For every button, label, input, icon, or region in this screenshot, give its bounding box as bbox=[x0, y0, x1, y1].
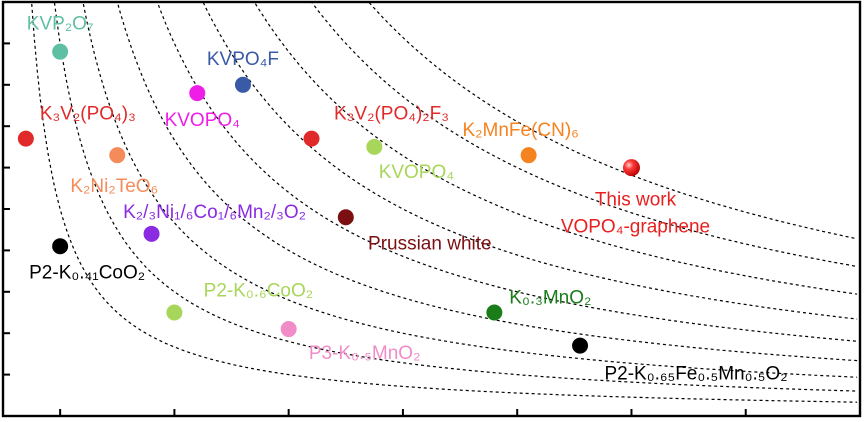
data-point bbox=[189, 85, 206, 102]
data-point bbox=[572, 337, 589, 354]
energy-contour-7 bbox=[253, 2, 858, 295]
point-label: Prussian white bbox=[368, 233, 492, 254]
point-label: This work bbox=[595, 190, 677, 211]
point-label: P3-K₀.₅MnO₂ bbox=[309, 343, 421, 364]
data-point bbox=[52, 238, 69, 255]
energy-contour-8 bbox=[310, 2, 858, 268]
energy-density-curves bbox=[30, 2, 858, 403]
data-point bbox=[303, 130, 320, 147]
point-label: K₂MnFe(CN)₆ bbox=[462, 120, 578, 141]
data-point bbox=[337, 209, 354, 226]
data-point bbox=[280, 321, 297, 338]
point-label: P2-K₀.₄₁CoO₂ bbox=[29, 262, 145, 283]
point-label: KVOPO₄ bbox=[165, 110, 241, 131]
point-label: K₂Ni₂TeO₆ bbox=[70, 176, 158, 197]
point-label: KVPO₄F bbox=[207, 49, 279, 70]
point-label: K₂/₃Ni₁/₆Co₁/₆Mn₂/₃O₂ bbox=[123, 202, 306, 223]
data-point bbox=[166, 304, 183, 321]
point-label: K₃V₂(PO₄)₃ bbox=[40, 104, 136, 125]
data-point bbox=[52, 43, 69, 60]
point-label: P2-K₀.₆CoO₂ bbox=[204, 281, 314, 302]
energy-contour-2 bbox=[53, 2, 858, 392]
data-point bbox=[486, 304, 503, 321]
data-point bbox=[109, 147, 126, 164]
energy-contour-6 bbox=[202, 2, 858, 320]
data-point bbox=[17, 130, 34, 147]
point-label: K₀.₃MnO₂ bbox=[509, 288, 591, 309]
data-point bbox=[366, 138, 383, 155]
energy-contour-1 bbox=[30, 2, 858, 403]
data-points: KVP₂O₇ KVPO₄F KVOPO₄ K₃V₂(PO₄)₃ K₃V₂(PO₄)₂F₃… bbox=[17, 14, 788, 385]
energy-contour-9 bbox=[367, 2, 858, 240]
data-point bbox=[520, 147, 537, 164]
point-label: VOPO₄-graphene bbox=[561, 217, 710, 238]
point-label: K₃V₂(PO₄)₂F₃ bbox=[334, 104, 449, 125]
point-label: KVP₂O₇ bbox=[27, 14, 94, 35]
energy-contour-4 bbox=[116, 2, 858, 362]
energy-contour-5 bbox=[156, 2, 858, 342]
energy-contour-3 bbox=[82, 2, 858, 378]
data-point bbox=[622, 159, 640, 177]
point-label: KVOPO₄ bbox=[379, 162, 455, 183]
point-label: P2-K₀.₆₅Fe₀.₅Mn₀.₅O₂ bbox=[604, 364, 787, 385]
data-point bbox=[143, 225, 160, 242]
data-point bbox=[234, 76, 251, 93]
